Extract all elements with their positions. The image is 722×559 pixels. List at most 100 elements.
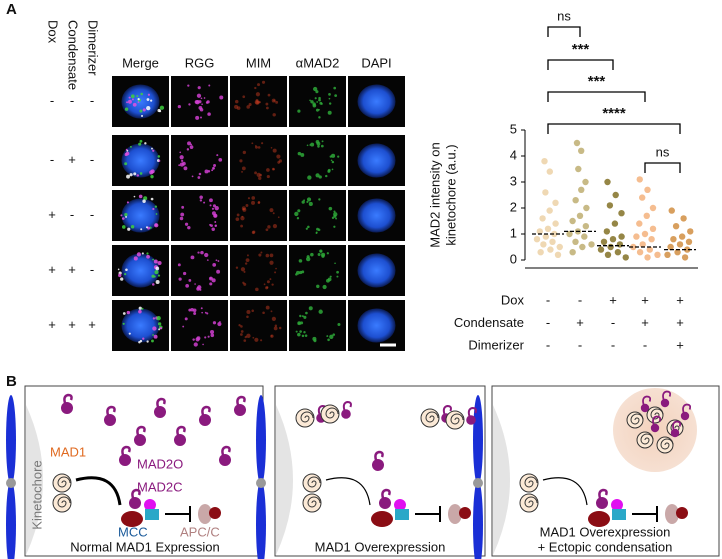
puncta bbox=[122, 322, 125, 325]
condition-sign: + bbox=[68, 262, 76, 277]
puncta bbox=[139, 172, 143, 175]
mad2c-bound bbox=[588, 511, 610, 527]
data-point bbox=[581, 233, 588, 240]
puncta bbox=[294, 211, 299, 217]
puncta bbox=[266, 168, 270, 172]
data-point bbox=[609, 236, 617, 243]
data-point bbox=[569, 217, 576, 225]
puncta bbox=[217, 321, 222, 327]
significance-label: ns bbox=[656, 144, 670, 159]
puncta bbox=[127, 99, 132, 104]
puncta bbox=[329, 334, 334, 339]
condition-header: Dox bbox=[46, 20, 61, 44]
puncta bbox=[242, 95, 246, 99]
condition-name: Dimerizer bbox=[468, 337, 524, 352]
significance-label: **** bbox=[602, 105, 626, 122]
puncta bbox=[299, 314, 302, 318]
data-point bbox=[668, 207, 675, 214]
inhibit bbox=[632, 506, 658, 522]
puncta bbox=[207, 335, 210, 338]
puncta bbox=[265, 253, 270, 258]
apc bbox=[665, 504, 679, 524]
puncta bbox=[257, 146, 261, 149]
puncta bbox=[198, 105, 203, 110]
puncta bbox=[275, 100, 279, 104]
puncta bbox=[257, 200, 261, 204]
data-point bbox=[573, 139, 581, 147]
chromatid bbox=[473, 480, 483, 559]
data-point bbox=[646, 246, 653, 253]
puncta bbox=[152, 317, 156, 320]
channel-header: RGG bbox=[185, 55, 215, 70]
puncta bbox=[332, 333, 336, 336]
puncta bbox=[331, 153, 336, 158]
nucleus bbox=[121, 84, 160, 119]
puncta bbox=[301, 334, 305, 338]
puncta bbox=[329, 155, 333, 158]
data-point bbox=[539, 215, 546, 222]
puncta bbox=[278, 159, 282, 163]
puncta bbox=[206, 100, 210, 104]
puncta bbox=[190, 255, 195, 260]
puncta bbox=[336, 270, 339, 274]
data-point bbox=[611, 220, 619, 227]
puncta bbox=[152, 283, 155, 286]
puncta bbox=[254, 171, 257, 175]
puncta bbox=[192, 338, 195, 341]
puncta bbox=[306, 197, 312, 202]
data-point bbox=[582, 178, 589, 186]
data-point bbox=[607, 243, 614, 251]
puncta bbox=[335, 217, 338, 220]
puncta bbox=[146, 254, 150, 259]
puncta bbox=[196, 93, 202, 98]
puncta bbox=[157, 274, 161, 277]
puncta bbox=[209, 223, 212, 226]
puncta bbox=[138, 142, 142, 146]
puncta bbox=[137, 97, 140, 101]
puncta bbox=[246, 333, 251, 339]
puncta bbox=[303, 315, 307, 319]
puncta bbox=[278, 326, 282, 330]
puncta bbox=[151, 147, 153, 150]
puncta bbox=[159, 105, 165, 110]
data-point bbox=[667, 243, 674, 251]
data-point bbox=[687, 228, 694, 235]
mad2 bbox=[650, 423, 660, 433]
puncta bbox=[254, 86, 257, 90]
mad2o-label: MAD2O bbox=[137, 456, 183, 471]
puncta bbox=[272, 113, 276, 117]
mad1-coil bbox=[307, 476, 321, 488]
puncta bbox=[326, 278, 330, 283]
puncta bbox=[178, 277, 182, 281]
mad1-coil bbox=[300, 411, 314, 423]
puncta bbox=[150, 99, 153, 102]
puncta bbox=[126, 201, 129, 204]
puncta bbox=[315, 173, 320, 178]
data-point bbox=[572, 197, 579, 204]
puncta bbox=[136, 95, 139, 98]
puncta bbox=[158, 109, 162, 113]
puncta bbox=[318, 198, 321, 201]
puncta bbox=[328, 206, 333, 211]
mad2-tail bbox=[442, 404, 452, 415]
puncta bbox=[258, 176, 262, 180]
puncta bbox=[156, 316, 161, 321]
data-point bbox=[644, 186, 651, 193]
puncta bbox=[330, 159, 333, 162]
puncta bbox=[273, 99, 276, 102]
puncta bbox=[120, 277, 124, 281]
puncta bbox=[320, 144, 324, 148]
puncta bbox=[199, 195, 203, 199]
puncta bbox=[303, 331, 306, 334]
y-axis-label: kinetochore (a.u.) bbox=[443, 144, 458, 245]
mad2 bbox=[119, 454, 131, 466]
puncta bbox=[211, 207, 215, 210]
puncta bbox=[266, 280, 270, 284]
data-point bbox=[670, 236, 677, 243]
chromatid bbox=[473, 395, 483, 485]
puncta bbox=[152, 149, 155, 152]
mad2 bbox=[372, 459, 384, 471]
schematic: Normal MAD1 Expression MAD1 Overexpressio… bbox=[6, 385, 720, 559]
data-point bbox=[575, 165, 582, 173]
data-point bbox=[649, 225, 657, 232]
